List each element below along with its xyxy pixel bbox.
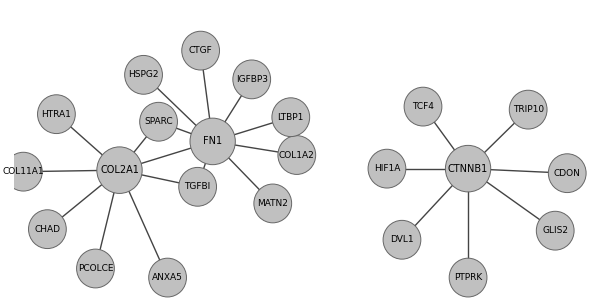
Ellipse shape bbox=[28, 210, 67, 249]
Ellipse shape bbox=[148, 258, 187, 297]
Text: TGFBI: TGFBI bbox=[185, 182, 211, 191]
Text: TRIP10: TRIP10 bbox=[513, 105, 544, 114]
Ellipse shape bbox=[233, 60, 270, 99]
Text: FN1: FN1 bbox=[203, 136, 222, 147]
Ellipse shape bbox=[278, 136, 315, 174]
Ellipse shape bbox=[537, 211, 574, 250]
Text: CTGF: CTGF bbox=[188, 46, 213, 55]
Ellipse shape bbox=[272, 98, 310, 136]
Text: DVL1: DVL1 bbox=[390, 235, 414, 244]
Text: CHAD: CHAD bbox=[34, 225, 60, 234]
Text: HIF1A: HIF1A bbox=[374, 164, 400, 173]
Ellipse shape bbox=[97, 147, 142, 193]
Text: COL2A1: COL2A1 bbox=[100, 165, 139, 175]
Ellipse shape bbox=[449, 258, 487, 297]
Text: TCF4: TCF4 bbox=[412, 102, 434, 111]
Text: HSPG2: HSPG2 bbox=[128, 70, 159, 79]
Ellipse shape bbox=[76, 249, 115, 288]
Text: IGFBP3: IGFBP3 bbox=[236, 75, 268, 84]
Text: GLIS2: GLIS2 bbox=[542, 226, 568, 235]
Text: PTPRK: PTPRK bbox=[454, 273, 482, 282]
Ellipse shape bbox=[124, 55, 163, 94]
Ellipse shape bbox=[254, 184, 291, 223]
Text: COL1A2: COL1A2 bbox=[279, 150, 315, 160]
Ellipse shape bbox=[4, 152, 43, 191]
Ellipse shape bbox=[509, 90, 547, 129]
Ellipse shape bbox=[190, 118, 235, 165]
Text: MATN2: MATN2 bbox=[257, 199, 288, 208]
Ellipse shape bbox=[548, 154, 586, 192]
Text: CTNNB1: CTNNB1 bbox=[448, 164, 488, 174]
Ellipse shape bbox=[140, 102, 177, 141]
Text: PCOLCE: PCOLCE bbox=[78, 264, 113, 273]
Ellipse shape bbox=[445, 145, 491, 192]
Ellipse shape bbox=[368, 149, 406, 188]
Ellipse shape bbox=[182, 31, 219, 70]
Text: ANXA5: ANXA5 bbox=[152, 273, 183, 282]
Text: LTBP1: LTBP1 bbox=[278, 113, 304, 122]
Text: CDON: CDON bbox=[554, 169, 581, 178]
Ellipse shape bbox=[179, 168, 216, 206]
Ellipse shape bbox=[383, 220, 421, 259]
Ellipse shape bbox=[404, 87, 442, 126]
Text: SPARC: SPARC bbox=[144, 117, 173, 126]
Ellipse shape bbox=[38, 95, 75, 133]
Text: HTRA1: HTRA1 bbox=[41, 110, 71, 119]
Text: COL11A1: COL11A1 bbox=[2, 167, 44, 176]
